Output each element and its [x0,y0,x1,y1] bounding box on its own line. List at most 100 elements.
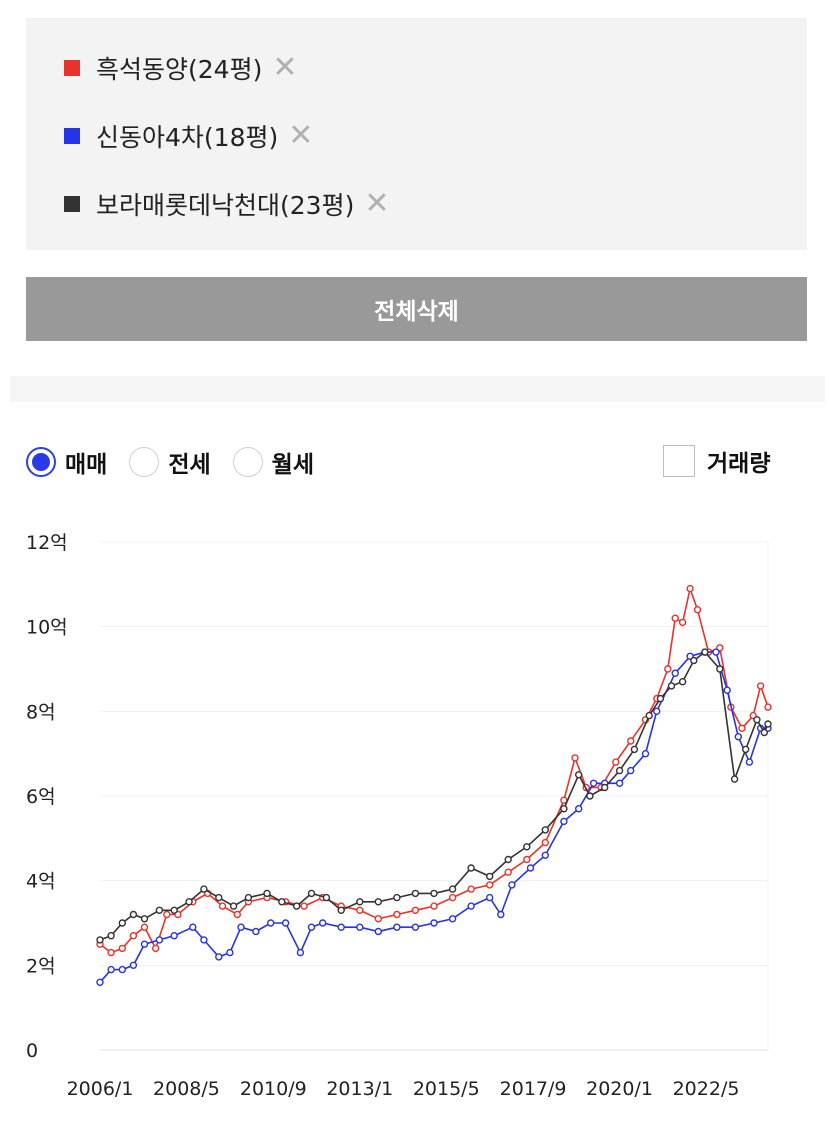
data-point [667,682,676,690]
data-point [393,910,401,919]
radio-unselected-icon[interactable] [129,447,160,477]
data-point [140,940,149,948]
data-point [200,885,208,893]
data-point [716,665,724,673]
data-point [448,893,457,902]
data-point [738,724,746,733]
data-point [497,910,505,919]
data-point [523,855,531,864]
remove-icon[interactable]: ✕ [272,50,298,85]
data-point [233,910,242,919]
data-point [374,915,382,923]
radio-jeonse[interactable]: 전세 [129,445,211,479]
data-point [356,898,364,906]
data-point [678,677,687,686]
y-tick-label: 10억 [26,617,68,639]
data-point [163,910,171,919]
data-point [96,978,104,986]
data-point [189,923,197,931]
data-point [467,902,475,910]
compare-item: 보라매롯데낙천대(23평) ✕ [64,186,389,222]
section-divider [10,376,825,402]
data-point [645,711,653,720]
radio-unselected-icon[interactable] [232,447,263,477]
y-tick-label: 6억 [26,786,56,808]
data-point [641,749,650,758]
data-point [170,932,178,940]
data-point [319,919,327,927]
data-point [356,923,364,931]
data-point [151,944,160,953]
x-tick-label: 2006/1 [67,1078,134,1100]
data-point [244,893,253,902]
data-point [411,906,420,914]
data-point [504,868,512,876]
data-point [226,948,234,957]
data-point [448,915,457,923]
data-point [615,779,624,787]
data-point [296,948,305,957]
data-point [267,919,275,927]
data-point [526,864,535,872]
radio-monthly-rent[interactable]: 월세 [232,445,314,479]
checkbox-icon[interactable] [663,445,695,477]
data-point [723,686,731,694]
compare-item: 흑석동양(24평) ✕ [64,50,297,86]
x-tick-label: 2010/9 [240,1078,307,1100]
data-point [486,893,494,902]
data-point [467,885,475,893]
data-point [118,944,127,953]
data-point [693,605,702,614]
remove-icon[interactable]: ✕ [364,186,390,221]
trade-type-selector: 매매 전세 월세 [26,440,336,484]
data-point [430,902,438,910]
data-point [764,720,772,728]
x-tick-label: 2013/1 [326,1078,393,1100]
data-point [374,927,382,936]
data-point [686,584,694,593]
data-point [615,766,624,775]
data-point [575,805,583,813]
radio-sale[interactable]: 매매 [26,445,107,479]
data-point [541,826,549,834]
data-point [701,648,709,656]
x-tick-label: 2022/5 [673,1078,740,1100]
remove-icon[interactable]: ✕ [288,118,314,153]
data-point [140,923,149,931]
x-axis: 2006/1 2008/5 2010/9 2013/1 2015/5 2017/9 2020… [67,1078,740,1100]
data-point [541,851,549,859]
radio-label: 매매 [65,452,108,478]
data-point [589,779,598,787]
volume-toggle[interactable]: 거래량 [663,444,770,478]
data-point [630,745,639,754]
data-point [430,919,438,927]
data-point [678,618,687,627]
data-point [523,843,531,851]
data-point [541,838,549,847]
data-point [237,923,245,931]
data-point [107,965,115,974]
data-point [730,775,739,783]
data-point [155,936,164,944]
data-point [467,864,475,872]
x-tick-label: 2008/5 [153,1078,220,1100]
data-point [252,927,260,936]
data-point [571,754,579,762]
series-color-swatch [64,60,80,76]
data-point [760,728,768,737]
data-point [753,716,761,724]
radio-selected-icon[interactable] [26,447,56,477]
compare-item-label: 신동아4차(18평) [96,123,279,152]
y-tick-label: 2억 [26,955,56,977]
data-point [107,932,115,940]
data-point [560,817,568,826]
delete-all-button[interactable]: 전체삭제 [26,277,807,341]
data-point [411,923,420,931]
data-point [129,961,138,969]
compare-item-label: 흑석동양(24평) [96,55,263,84]
y-tick-label: 8억 [26,701,56,723]
data-point [486,872,494,881]
data-point [140,915,149,923]
data-point [393,923,401,931]
data-point [411,889,420,898]
